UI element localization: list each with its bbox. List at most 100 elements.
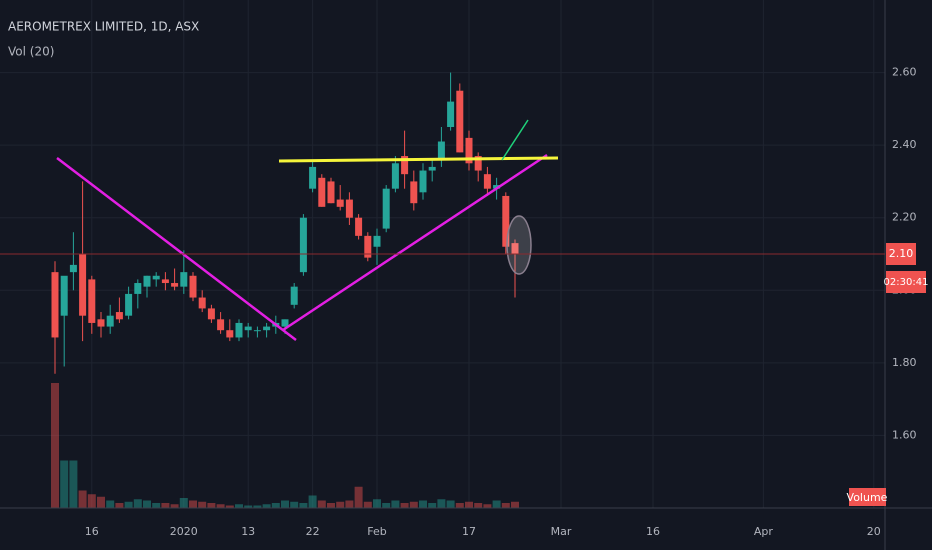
- volume-bar: [354, 486, 363, 508]
- candle-body: [428, 166, 436, 171]
- volume-bar: [483, 504, 492, 508]
- candle-body: [106, 315, 114, 327]
- candle-body: [437, 141, 445, 160]
- volume-bar: [170, 504, 179, 508]
- candle-body: [79, 254, 87, 316]
- y-tick-label: 2.60: [892, 66, 917, 79]
- last-price-label: 2.10: [889, 247, 914, 260]
- candle-body: [419, 170, 427, 193]
- volume-bar: [179, 498, 188, 508]
- candle-body: [226, 330, 234, 338]
- x-tick-label: Feb: [367, 525, 386, 538]
- x-tick-label: 16: [646, 525, 660, 538]
- x-tick-label: Apr: [754, 525, 774, 538]
- volume-bar: [345, 500, 354, 508]
- y-tick-label: 2.40: [892, 138, 917, 151]
- candle-body: [474, 156, 482, 171]
- volume-bar: [133, 499, 142, 508]
- volume-indicator: Vol (20): [8, 45, 54, 59]
- horizontal-line: [278, 156, 559, 163]
- candles: [51, 72, 519, 374]
- candle-body: [345, 199, 353, 218]
- candle-body: [290, 286, 298, 305]
- candle-body: [125, 293, 133, 316]
- volume-bar: [189, 500, 197, 508]
- volume-bar: [60, 460, 69, 508]
- candle-body: [318, 177, 326, 207]
- y-tick-label: 1.60: [892, 428, 917, 441]
- candle-body: [198, 297, 206, 309]
- y-tick-label: 1.80: [892, 356, 917, 369]
- volume-bars: [51, 383, 519, 508]
- candle-body: [447, 101, 455, 127]
- volume-bar: [152, 503, 161, 508]
- volume-label-box: [849, 488, 886, 506]
- volume-bar: [317, 500, 326, 508]
- volume-bar: [511, 501, 519, 508]
- candle-body: [456, 90, 464, 153]
- volume-bar: [69, 460, 78, 508]
- candle-body: [161, 279, 169, 284]
- candle-body: [180, 272, 188, 287]
- candle-body: [364, 235, 372, 258]
- candle-body: [143, 275, 151, 287]
- candle-body: [152, 275, 160, 280]
- volume-bar: [51, 383, 59, 508]
- volume-bar: [207, 503, 216, 508]
- candle-body: [235, 322, 243, 338]
- volume-bar: [363, 501, 372, 508]
- y-tick-label: 2.20: [892, 211, 917, 224]
- arrow-line: [501, 119, 529, 161]
- volume-bar: [327, 503, 335, 508]
- volume-bar: [225, 505, 234, 508]
- chart-title: AEROMETREX LIMITED, 1D, ASX: [8, 20, 199, 34]
- x-tick-label: 17: [462, 525, 476, 538]
- volume-bar: [428, 503, 437, 508]
- x-tick-label: 2020: [170, 525, 198, 538]
- volume-bar: [474, 503, 483, 508]
- trend-line: [282, 153, 548, 332]
- volume-bar: [465, 501, 473, 508]
- volume-bar: [235, 504, 243, 508]
- volume-bar: [198, 501, 207, 508]
- volume-bar: [382, 503, 391, 508]
- x-tick-label: 13: [241, 525, 255, 538]
- candle-body: [391, 163, 399, 189]
- volume-bar: [336, 501, 345, 508]
- volume-bar: [115, 503, 124, 508]
- candle-body: [88, 279, 96, 323]
- volume-bar: [446, 500, 455, 508]
- candle-body: [281, 319, 289, 327]
- candle-body: [244, 326, 252, 331]
- volume-bar: [373, 499, 381, 508]
- volume-bar: [437, 499, 446, 508]
- candle-body: [253, 330, 261, 332]
- candle-body: [355, 217, 363, 236]
- candle-body: [511, 243, 519, 254]
- volume-bar: [492, 500, 501, 508]
- volume-bar: [409, 501, 418, 508]
- candle-body: [382, 188, 390, 229]
- volume-bar: [253, 505, 262, 508]
- volume-bar: [78, 490, 87, 508]
- candle-body: [115, 312, 123, 320]
- candle-body: [483, 174, 491, 189]
- volume-bar: [455, 503, 464, 508]
- volume-bar: [244, 505, 253, 508]
- last-price-box: [886, 243, 916, 265]
- volume-bar: [299, 503, 308, 508]
- x-tick-label: 20: [867, 525, 881, 538]
- candle-body: [60, 275, 68, 316]
- candle-body: [217, 319, 225, 331]
- candle-body: [263, 326, 271, 331]
- x-tick-label: Mar: [551, 525, 572, 538]
- volume-bar: [308, 495, 317, 508]
- x-tick-label: 22: [306, 525, 320, 538]
- candle-body: [401, 156, 409, 175]
- candle-body: [373, 235, 381, 247]
- volume-bar: [281, 500, 289, 508]
- countdown-box: [886, 271, 926, 293]
